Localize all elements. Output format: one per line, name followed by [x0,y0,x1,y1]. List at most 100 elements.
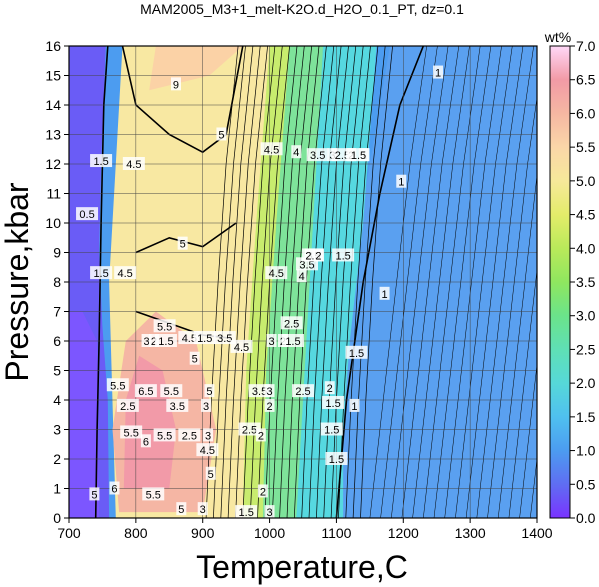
contour-label: 1.5 [235,505,258,518]
contour-label: 5.5 [160,384,183,398]
contour-label: 5.5 [106,378,129,392]
contour-label-text: 1.5 [349,348,364,360]
contour-label: 3 [266,334,277,348]
y-tick-label: 11 [46,186,61,202]
contour-label-text: 0.5 [79,209,94,221]
contour-label: 9 [170,77,181,91]
contour-label-bg [114,266,137,280]
contour-label-text: 6.5 [138,386,153,398]
contour-label-text: 4 [299,271,305,283]
contour-label-bg [160,384,183,398]
contour-label-text: 3.5 [217,333,232,345]
contour-label: 4 [291,145,302,159]
contour-label-bg [238,422,261,436]
contour-label: 6.5 [134,384,157,398]
contour-label-bg [257,484,268,498]
x-tick-label: 1400 [521,525,552,541]
contour-label-bg [122,157,145,170]
x-tick-label: 1200 [388,525,419,541]
colorbar-tick-label: 4.0 [576,240,596,256]
contour-label-text: 6 [143,436,149,448]
contour-label-text: 1.5 [285,336,300,348]
y-tick-label: 1 [53,481,61,497]
contour-label-bg [90,154,113,168]
contour-label-text: 4.5 [118,268,133,280]
contour-label-text: 3 [269,336,275,348]
contour-label-bg [433,65,444,79]
x-axis-label: Temperature,C [196,549,408,585]
contour-label-text: 5 [178,504,184,516]
contour-label-text: 5 [180,239,186,251]
contour-label-text: 2.5 [120,401,135,413]
colorbar-tick-label: 0.5 [576,476,596,492]
contour-label-text: 3 [267,507,273,519]
y-tick-label: 12 [45,156,61,172]
contour-label: 4.5 [230,339,253,354]
contour-label: 5.5 [142,487,165,501]
contour-label: 6 [140,434,151,448]
contour-label: 4 [296,269,307,283]
contour-label: 2 [324,381,335,395]
contour-label-bg [203,428,214,442]
y-tick-label: 8 [53,274,61,290]
contour-label-text: 3 [267,386,273,398]
contour-label-bg [189,351,200,365]
x-tick-label: 1000 [254,525,285,541]
contour-label-text: 5.5 [164,386,179,398]
contour-label-bg [296,269,307,283]
contour-label-text: 3.5 [252,386,267,398]
contour-label: 5 [204,384,215,398]
contour-label-text: 4.5 [234,342,249,354]
contour-label-bg [142,487,165,501]
contour-label: 1 [349,398,360,413]
contour-label-text: 5.5 [157,430,172,442]
contour-label: 3 [141,334,152,348]
contour-label: 2 [148,334,159,348]
contour-label-text: 9 [173,79,179,91]
colorbar-tick-label: 2.5 [576,341,596,357]
contour-label: 2.5 [292,384,314,398]
colorbar-tick-label: 3.5 [576,274,596,290]
contour-label: 4.5 [122,157,145,171]
contour-label-text: 3 [200,504,206,516]
contour-label-text: 4 [293,147,299,159]
contour-label-bg [154,334,177,347]
contour-label-bg [216,127,227,141]
contour-label: 3 [203,428,214,442]
contour-label-bg [141,334,152,347]
contour-label: 4.5 [260,142,283,156]
contour-label-bg [193,331,216,345]
contour-label: 2 [255,428,266,442]
y-tick-label: 10 [45,215,61,231]
contour-label-bg [166,398,189,412]
contour-label-bg [264,384,275,398]
contour-label-bg [201,398,212,412]
contour-label-text: 2 [315,250,321,262]
colorbar-label: wt% [544,29,571,45]
contour-label-text: 2.5 [182,430,197,442]
contour-label-bg [153,319,176,333]
contour-label-bg [332,248,355,262]
contour-label-bg [140,434,151,448]
contour-label-text: 5 [192,354,198,366]
contour-label-bg [153,428,176,442]
contour-label: 1 [433,65,444,80]
contour-label-text: 1.5 [93,268,108,280]
contour-label-bg [204,384,215,398]
colorbar-tick-label: 3.0 [576,308,596,324]
contour-label-bg [313,248,324,262]
contour-label: 5 [176,502,187,516]
contour-label-text: 1.5 [329,454,344,466]
contour-label: 1.5 [347,148,370,162]
contour-label: 2 [264,398,275,413]
colorbar-tick-label: 4.5 [576,207,596,223]
contour-label: 5 [89,487,100,501]
contour-label-bg [116,398,139,412]
contour-label-bg [264,398,275,412]
contour-label-text: 1.5 [351,150,366,162]
contour-label: 1 [379,286,390,301]
contour-label-bg [120,425,143,439]
y-tick-label: 15 [45,68,61,84]
contour-label: 1 [396,174,407,189]
contour-label-bg [306,148,329,162]
